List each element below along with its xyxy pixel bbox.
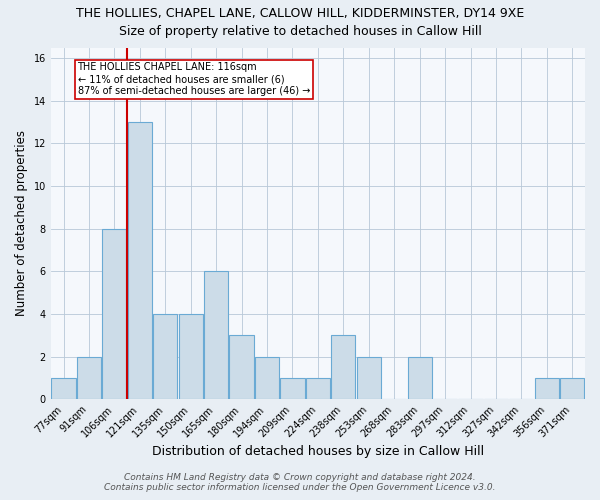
Bar	[52, 378, 76, 399]
Bar	[280, 378, 305, 399]
Bar	[77, 356, 101, 399]
Y-axis label: Number of detached properties: Number of detached properties	[15, 130, 28, 316]
Bar	[407, 356, 432, 399]
Bar	[255, 356, 279, 399]
Bar	[331, 335, 355, 399]
Text: Contains HM Land Registry data © Crown copyright and database right 2024.
Contai: Contains HM Land Registry data © Crown c…	[104, 473, 496, 492]
Bar	[153, 314, 178, 399]
X-axis label: Distribution of detached houses by size in Callow Hill: Distribution of detached houses by size …	[152, 444, 484, 458]
Text: THE HOLLIES, CHAPEL LANE, CALLOW HILL, KIDDERMINSTER, DY14 9XE: THE HOLLIES, CHAPEL LANE, CALLOW HILL, K…	[76, 8, 524, 20]
Bar	[128, 122, 152, 399]
Bar	[356, 356, 381, 399]
Bar	[560, 378, 584, 399]
Bar	[103, 228, 127, 399]
Bar	[179, 314, 203, 399]
Text: Size of property relative to detached houses in Callow Hill: Size of property relative to detached ho…	[119, 25, 481, 38]
Bar	[535, 378, 559, 399]
Bar	[229, 335, 254, 399]
Text: THE HOLLIES CHAPEL LANE: 116sqm
← 11% of detached houses are smaller (6)
87% of : THE HOLLIES CHAPEL LANE: 116sqm ← 11% of…	[77, 62, 310, 96]
Bar	[306, 378, 330, 399]
Bar	[204, 272, 228, 399]
